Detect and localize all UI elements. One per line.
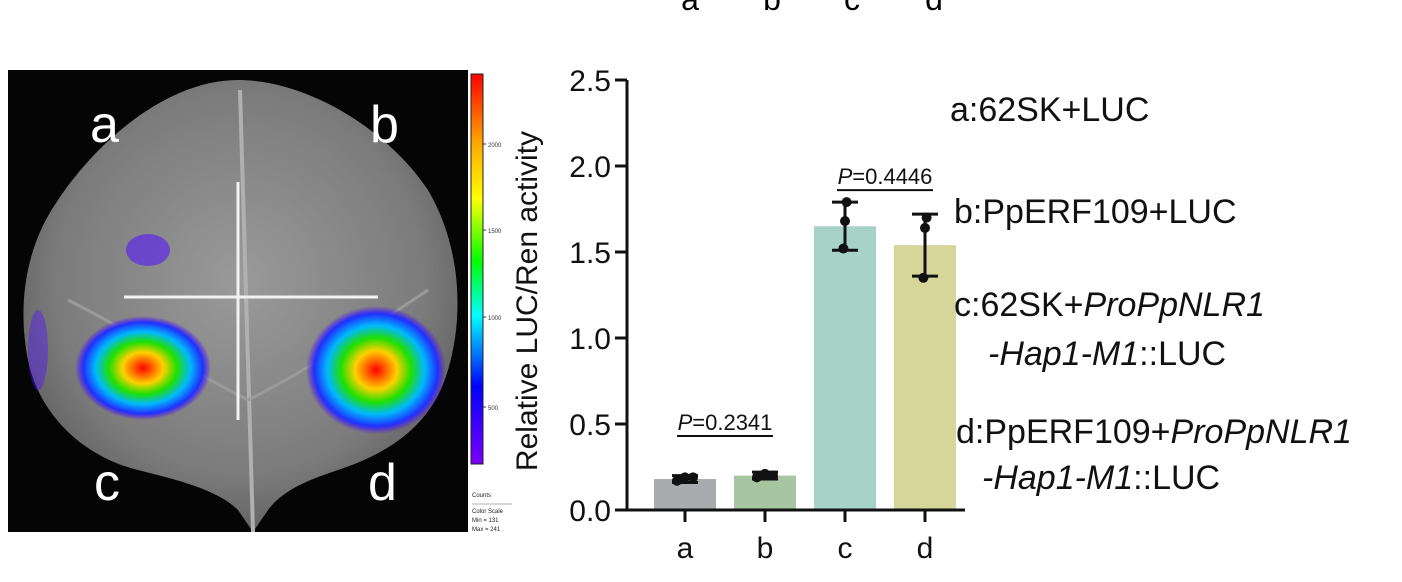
y-axis-label: Relative LUC/Ren activity bbox=[511, 131, 544, 471]
top-label-c: c bbox=[844, 0, 860, 14]
cb-tick-1500: 1500 bbox=[488, 229, 502, 235]
color-scale-bar: 2000 1500 1000 500 Counts Color Scale Mi… bbox=[470, 73, 512, 533]
legend-item-c-line2: -Hap1-M1::LUC bbox=[988, 334, 1226, 374]
data-point-c bbox=[838, 243, 849, 254]
bar-b bbox=[734, 475, 796, 510]
legend-text-part: ::LUC bbox=[1133, 459, 1221, 497]
significance-label: P=0.4446 bbox=[838, 164, 933, 189]
luc-ren-bar-chart: 0.0 0.5 1.0 1.5 2.0 2.5 a b c d P=0.2341 P=0.4446 R… bbox=[511, 65, 965, 565]
bar-c bbox=[814, 226, 876, 510]
legend-text-part: ProPpNLR1 bbox=[1083, 286, 1265, 324]
faint-signal-edge bbox=[28, 310, 48, 390]
cb-tick-500: 500 bbox=[488, 406, 499, 412]
data-point-c bbox=[840, 216, 850, 227]
x-tick-label-b: b bbox=[757, 532, 774, 565]
cb-footer-max: Max = 241 bbox=[472, 527, 501, 533]
significance-label: P=0.2341 bbox=[678, 410, 773, 435]
top-label-b: b bbox=[763, 0, 781, 14]
legend-item-c-line1: c:62SK+ProPpNLR1 bbox=[954, 285, 1265, 325]
data-point-d bbox=[918, 272, 929, 283]
plot-area: 0.0 0.5 1.0 1.5 2.0 2.5 a b c d P=0.2341 P=0.4446 bbox=[569, 65, 965, 565]
bar-a bbox=[654, 479, 716, 510]
legend-item-d-line1: d:PpERF109+ProPpNLR1 bbox=[956, 412, 1352, 452]
y-tick-label: 2.0 bbox=[569, 151, 611, 184]
legend-item-b: b:PpERF109+LUC bbox=[954, 192, 1237, 232]
cb-tick-1000: 1000 bbox=[488, 316, 502, 322]
y-tick-label: 1.0 bbox=[569, 323, 611, 356]
data-point-d bbox=[921, 212, 932, 223]
data-point-a bbox=[672, 475, 682, 486]
y-tick-label: 1.5 bbox=[569, 237, 611, 270]
luminescence-spot-d bbox=[306, 306, 446, 434]
data-point-a bbox=[688, 472, 698, 483]
sample-legend: a:62SK+LUC b:PpERF109+LUC c:62SK+ProPpNL… bbox=[950, 90, 1402, 510]
data-point-b bbox=[768, 470, 778, 481]
top-cropped-labels: a b c d bbox=[681, 0, 943, 14]
leaf-label-a: a bbox=[90, 96, 119, 154]
cb-footer-min: Min = 131 bbox=[472, 518, 499, 524]
data-point-d bbox=[920, 222, 930, 233]
cb-footer-counts: Counts bbox=[472, 493, 491, 499]
legend-text-part: -Hap1-M1 bbox=[982, 459, 1134, 497]
legend-text-part: a:62SK+LUC bbox=[950, 91, 1150, 129]
legend-text-part: -Hap1-M1 bbox=[988, 335, 1140, 373]
x-tick-label-a: a bbox=[677, 532, 694, 565]
data-point-c bbox=[841, 197, 852, 208]
top-label-a: a bbox=[681, 0, 699, 14]
leaf-luminescence-image: a b c d bbox=[8, 70, 468, 532]
legend-text-part: ::LUC bbox=[1139, 335, 1227, 373]
data-point-b bbox=[760, 468, 770, 479]
legend-text-part: ProPpNLR1 bbox=[1170, 413, 1352, 451]
faint-signal-left bbox=[126, 234, 170, 266]
bar-d bbox=[894, 245, 956, 510]
data-point-b bbox=[752, 472, 762, 483]
y-tick-label: 2.5 bbox=[569, 65, 611, 98]
leaf-midrib bbox=[238, 89, 255, 532]
leaf-label-b: b bbox=[370, 96, 399, 154]
leaf-label-d: d bbox=[368, 454, 397, 512]
data-point-a bbox=[680, 472, 690, 483]
x-tick-label-c: c bbox=[838, 532, 853, 565]
legend-text-part: b:PpERF109+LUC bbox=[954, 193, 1237, 231]
x-tick-label-d: d bbox=[917, 532, 934, 565]
top-label-d: d bbox=[925, 0, 943, 14]
y-tick-label: 0.0 bbox=[569, 495, 611, 528]
cb-tick-2000: 2000 bbox=[488, 143, 502, 149]
leaf-label-c: c bbox=[94, 454, 120, 512]
y-tick-label: 0.5 bbox=[569, 409, 611, 442]
legend-text-part: c:62SK+ bbox=[954, 286, 1084, 324]
luminescence-spot-c bbox=[75, 316, 211, 420]
cb-footer-scale: Color Scale bbox=[472, 509, 504, 515]
legend-text-part: d:PpERF109+ bbox=[956, 413, 1171, 451]
color-scale-gradient bbox=[470, 73, 484, 465]
legend-item-a: a:62SK+LUC bbox=[950, 90, 1149, 130]
legend-item-d-line2: -Hap1-M1::LUC bbox=[982, 458, 1220, 498]
